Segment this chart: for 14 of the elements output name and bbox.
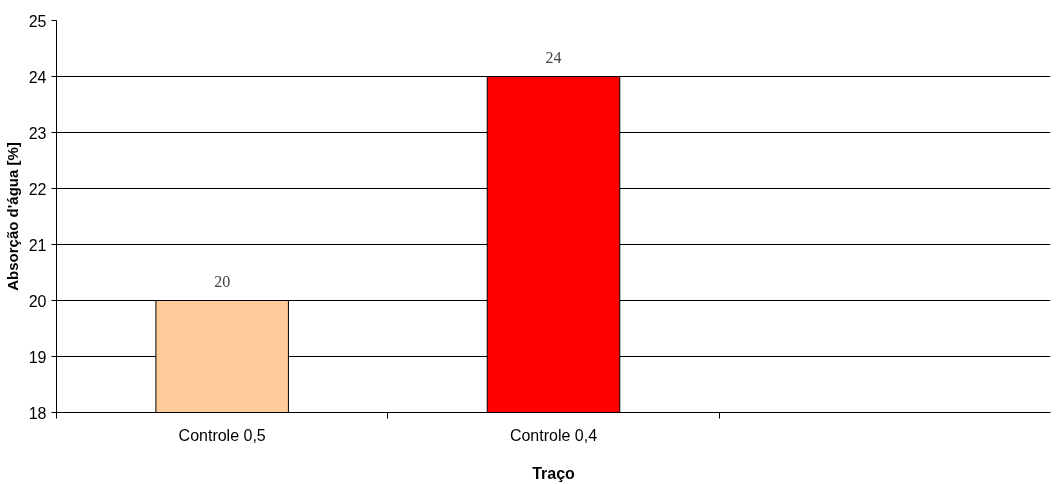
x-axis-title: Traço [532, 464, 576, 482]
data-label: 24 [545, 48, 562, 66]
y-tick-label: 22 [28, 180, 47, 198]
y-tick-label: 21 [28, 236, 47, 254]
x-tick-label: Controle 0,4 [509, 426, 598, 444]
y-axis-title: Absorção d'água [%] [3, 142, 21, 291]
y-tick-label: 19 [28, 348, 47, 366]
y-tick-label: 20 [28, 292, 47, 310]
y-tick-label: 25 [28, 12, 47, 30]
y-tick-label: 23 [28, 124, 47, 142]
data-label: 20 [214, 272, 231, 290]
x-tick-label: Controle 0,5 [178, 426, 266, 444]
y-tick-label: 18 [28, 404, 47, 422]
y-tick-label: 24 [28, 68, 47, 86]
